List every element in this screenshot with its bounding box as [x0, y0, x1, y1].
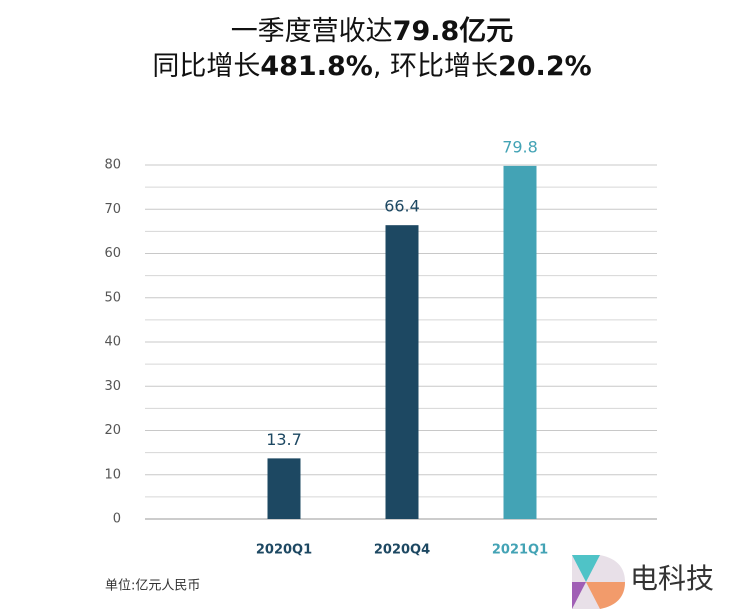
- title-segment: 79.8亿元: [393, 16, 514, 47]
- y-tick-label: 30: [104, 379, 121, 394]
- title-segment: , 环比增长: [373, 51, 498, 82]
- bar: [503, 165, 537, 519]
- value-label: 79.8: [502, 137, 538, 156]
- chart-title: 同比增长481.8%, 环比增长20.2%: [152, 51, 591, 82]
- y-tick-label: 20: [104, 423, 121, 438]
- title-segment: 20.2%: [498, 51, 592, 82]
- logo-shape: [572, 582, 586, 609]
- logo-shape: [586, 582, 625, 609]
- y-tick-label: 80: [104, 158, 121, 173]
- x-tick-label: 2020Q4: [374, 543, 430, 558]
- title-segment: 一季度营收达: [231, 16, 393, 47]
- x-tick-label: 2020Q1: [256, 543, 312, 558]
- value-label: 13.7: [266, 430, 302, 449]
- bar: [385, 225, 419, 519]
- y-tick-label: 70: [104, 202, 121, 217]
- title-segment: 同比增长: [152, 51, 260, 82]
- y-tick-label: 0: [113, 512, 121, 527]
- title-segment: 481.8%: [260, 51, 372, 82]
- unit-note: 单位:亿元人民币: [105, 579, 200, 594]
- chart-title: 一季度营收达79.8亿元: [231, 16, 514, 47]
- y-tick-label: 40: [104, 335, 121, 350]
- logo-shape: [572, 555, 600, 582]
- value-label: 66.4: [384, 197, 420, 216]
- y-tick-label: 10: [104, 467, 121, 482]
- y-tick-label: 60: [104, 246, 121, 261]
- y-tick-label: 50: [104, 290, 121, 305]
- logo-text: 电科技: [630, 562, 714, 595]
- x-tick-label: 2021Q1: [492, 543, 548, 558]
- bar: [267, 458, 301, 519]
- logo: 电科技: [572, 555, 714, 609]
